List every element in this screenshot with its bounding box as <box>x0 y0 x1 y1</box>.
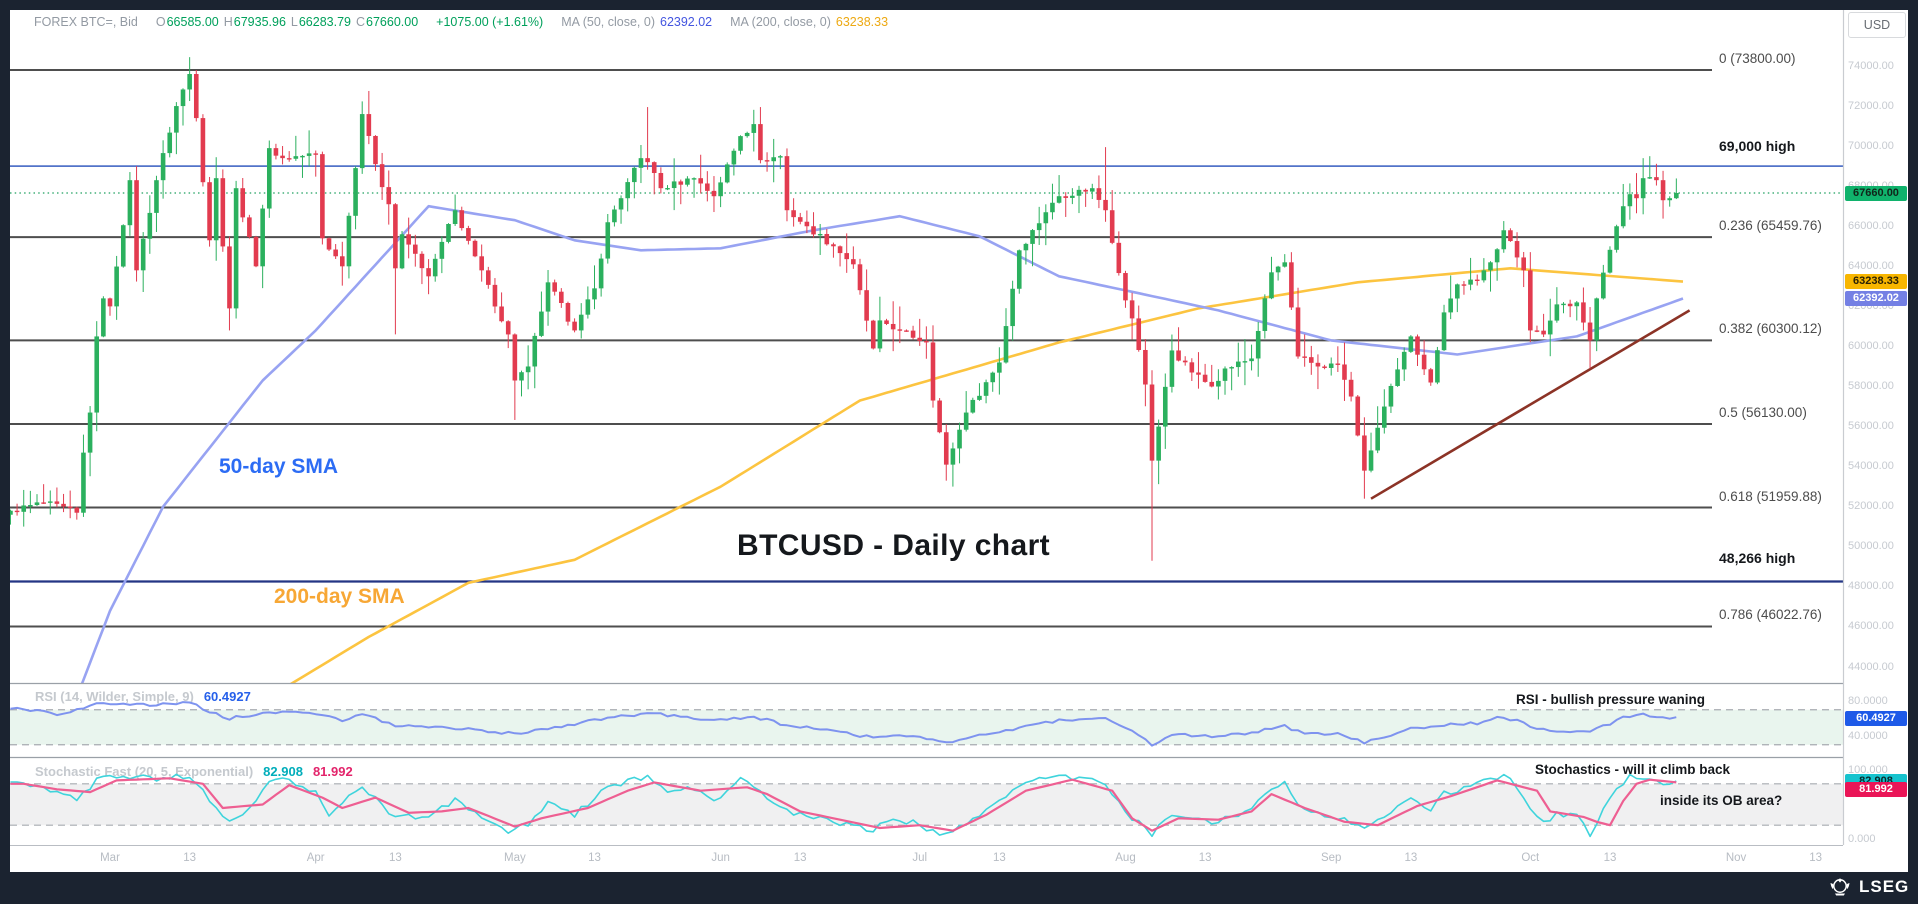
rsi-label-text: RSI (14, Wilder, Simple, 9) <box>35 689 194 704</box>
stoch-label-text: Stochastic Fast (20, 5, Exponential) <box>35 764 254 779</box>
stoch-indicator-label: Stochastic Fast (20, 5, Exponential) 82.9… <box>35 764 353 779</box>
stoch-k-value: 82.908 <box>263 764 303 779</box>
rsi-indicator-label: RSI (14, Wilder, Simple, 9) 60.4927 <box>35 689 251 704</box>
stoch-d-value: 81.992 <box>312 764 353 779</box>
currency-selector-button[interactable]: USD <box>1848 12 1906 38</box>
rsi-value: 60.4927 <box>203 689 251 704</box>
